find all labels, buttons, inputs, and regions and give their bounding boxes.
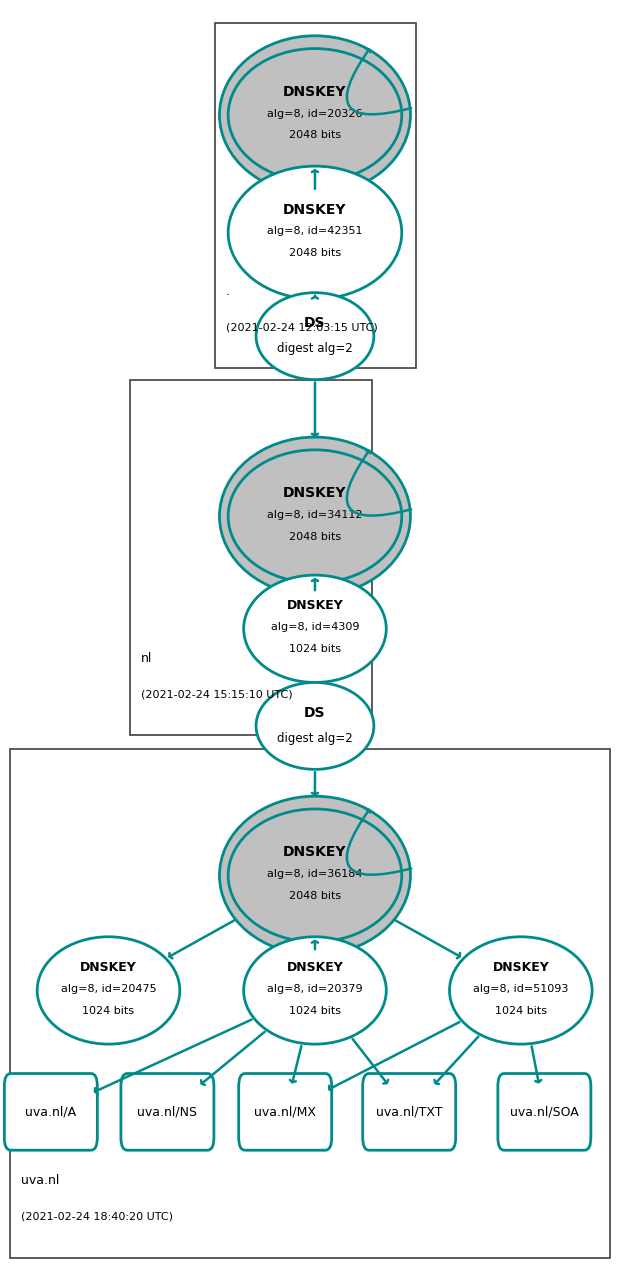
FancyBboxPatch shape [4,1074,97,1150]
Text: DNSKEY: DNSKEY [286,599,343,612]
Ellipse shape [244,937,386,1044]
Ellipse shape [228,450,402,583]
Text: alg=8, id=20475: alg=8, id=20475 [61,984,156,994]
Text: DNSKEY: DNSKEY [283,203,347,216]
Ellipse shape [228,49,402,181]
Ellipse shape [219,437,410,596]
Text: DNSKEY: DNSKEY [286,961,343,974]
Text: alg=8, id=34112: alg=8, id=34112 [267,510,363,520]
Text: alg=8, id=36184: alg=8, id=36184 [267,869,363,879]
Text: 2048 bits: 2048 bits [289,248,341,258]
Bar [10,749,610,1258]
Bar [130,380,372,735]
Text: (2021-02-24 15:15:10 UTC): (2021-02-24 15:15:10 UTC) [141,689,293,699]
Ellipse shape [228,809,402,942]
Ellipse shape [256,682,374,769]
Text: alg=8, id=20379: alg=8, id=20379 [267,984,363,994]
FancyBboxPatch shape [121,1074,214,1150]
Ellipse shape [256,293,374,380]
Ellipse shape [244,575,386,682]
Text: 1024 bits: 1024 bits [289,644,341,654]
Text: alg=8, id=42351: alg=8, id=42351 [267,226,363,236]
FancyBboxPatch shape [498,1074,591,1150]
Text: .: . [226,285,229,298]
Text: (2021-02-24 12:03:15 UTC): (2021-02-24 12:03:15 UTC) [226,322,378,332]
Text: DNSKEY: DNSKEY [492,961,549,974]
Text: alg=8, id=20326: alg=8, id=20326 [267,109,363,119]
Text: 1024 bits: 1024 bits [289,1006,341,1016]
Text: 1024 bits: 1024 bits [495,1006,547,1016]
Text: uva.nl/SOA: uva.nl/SOA [510,1105,578,1118]
Ellipse shape [219,36,410,194]
FancyBboxPatch shape [363,1074,456,1150]
Ellipse shape [219,796,410,955]
Text: 2048 bits: 2048 bits [289,532,341,542]
Ellipse shape [450,937,592,1044]
Text: alg=8, id=51093: alg=8, id=51093 [473,984,569,994]
Text: uva.nl/A: uva.nl/A [25,1105,76,1118]
Text: nl: nl [141,652,153,665]
Text: uva.nl: uva.nl [21,1174,60,1187]
Text: uva.nl/TXT: uva.nl/TXT [376,1105,443,1118]
Bar [215,23,416,368]
Text: DNSKEY: DNSKEY [283,846,347,859]
FancyBboxPatch shape [239,1074,332,1150]
Ellipse shape [37,937,180,1044]
Text: (2021-02-24 18:40:20 UTC): (2021-02-24 18:40:20 UTC) [21,1212,173,1222]
Text: DNSKEY: DNSKEY [80,961,137,974]
Ellipse shape [228,166,402,299]
Text: DNSKEY: DNSKEY [283,86,347,98]
Text: 2048 bits: 2048 bits [289,891,341,901]
Text: DNSKEY: DNSKEY [283,487,347,500]
Text: uva.nl/MX: uva.nl/MX [254,1105,316,1118]
Text: alg=8, id=4309: alg=8, id=4309 [271,622,359,633]
Text: digest alg=2: digest alg=2 [277,343,353,355]
Text: DS: DS [304,317,326,330]
Text: DS: DS [304,707,326,720]
Text: uva.nl/NS: uva.nl/NS [138,1105,197,1118]
Text: digest alg=2: digest alg=2 [277,732,353,745]
Text: 1024 bits: 1024 bits [82,1006,135,1016]
Text: 2048 bits: 2048 bits [289,130,341,141]
